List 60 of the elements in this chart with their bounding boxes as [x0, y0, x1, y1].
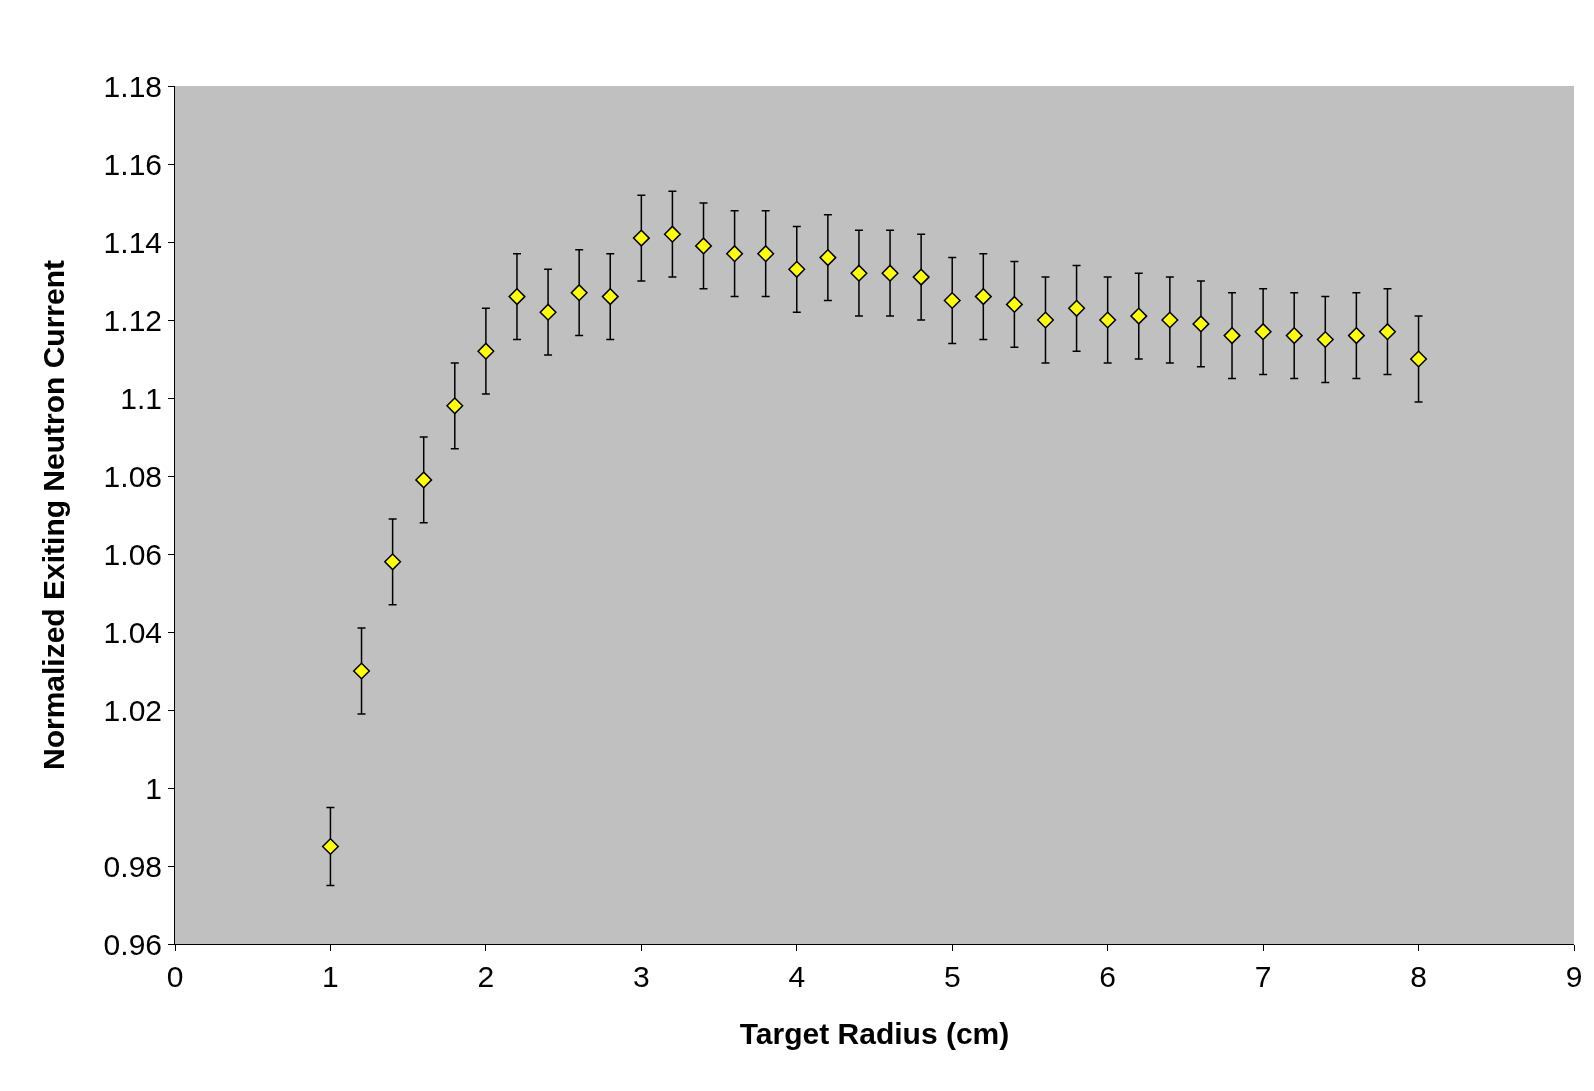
- point: [1099, 311, 1117, 329]
- x-tick-label: 1: [322, 960, 339, 993]
- point: [508, 288, 526, 306]
- point: [1161, 311, 1179, 329]
- point: [539, 303, 557, 321]
- y-tick-label: 1.14: [103, 225, 162, 259]
- point: [321, 837, 339, 856]
- y-tick-label: 0.96: [103, 927, 162, 961]
- y-tick-label: 1.04: [103, 615, 162, 649]
- point: [881, 264, 899, 282]
- point: [1378, 323, 1397, 341]
- point: [694, 237, 713, 255]
- point: [1347, 327, 1365, 345]
- point: [477, 342, 495, 360]
- point: [943, 291, 961, 310]
- point: [415, 471, 433, 489]
- point: [726, 245, 744, 263]
- point: [1316, 330, 1334, 349]
- y-tick-label: 1.18: [103, 69, 162, 103]
- point: [663, 225, 681, 243]
- point: [1068, 299, 1086, 317]
- x-axis-title: Target Radius (cm): [739, 1016, 1010, 1050]
- point: [757, 245, 775, 263]
- point: [850, 264, 868, 282]
- point: [570, 284, 588, 302]
- x-tick-label: 6: [1099, 960, 1117, 993]
- y-tick-label: 1.02: [103, 693, 162, 727]
- y-tick-label: 1: [145, 771, 162, 805]
- x-tick-label: 3: [632, 960, 650, 993]
- point: [1005, 295, 1023, 313]
- y-tick-label: 1.16: [103, 147, 162, 181]
- point: [1410, 350, 1428, 368]
- point: [788, 260, 806, 278]
- point: [1223, 327, 1241, 345]
- point: [974, 288, 992, 306]
- y-tick-label: 1.08: [103, 459, 162, 493]
- x-tick-label: 0: [166, 960, 184, 993]
- x-tick-label: 4: [788, 960, 806, 993]
- point: [819, 249, 837, 267]
- point: [1254, 323, 1272, 341]
- x-tick-label: 2: [477, 960, 495, 993]
- point: [912, 268, 930, 286]
- y-tick-label: 1.12: [103, 303, 162, 337]
- x-tick-label: 7: [1254, 960, 1272, 993]
- point: [384, 553, 402, 571]
- x-tick-label: 9: [1565, 960, 1583, 993]
- point: [632, 229, 650, 247]
- y-tick-label: 1.06: [103, 537, 162, 571]
- y-axis-title: Normalized Exiting Neutron Current: [36, 259, 70, 771]
- y-tick-label: 0.98: [103, 849, 162, 883]
- point: [1036, 311, 1055, 329]
- point: [1285, 327, 1303, 345]
- x-tick-label: 5: [943, 960, 961, 993]
- point: [601, 288, 619, 306]
- point: [1192, 315, 1210, 333]
- point: [352, 662, 371, 680]
- point: [1130, 307, 1148, 325]
- point: [446, 397, 464, 415]
- x-tick-label: 8: [1410, 960, 1427, 993]
- y-tick-label: 1.1: [120, 381, 162, 415]
